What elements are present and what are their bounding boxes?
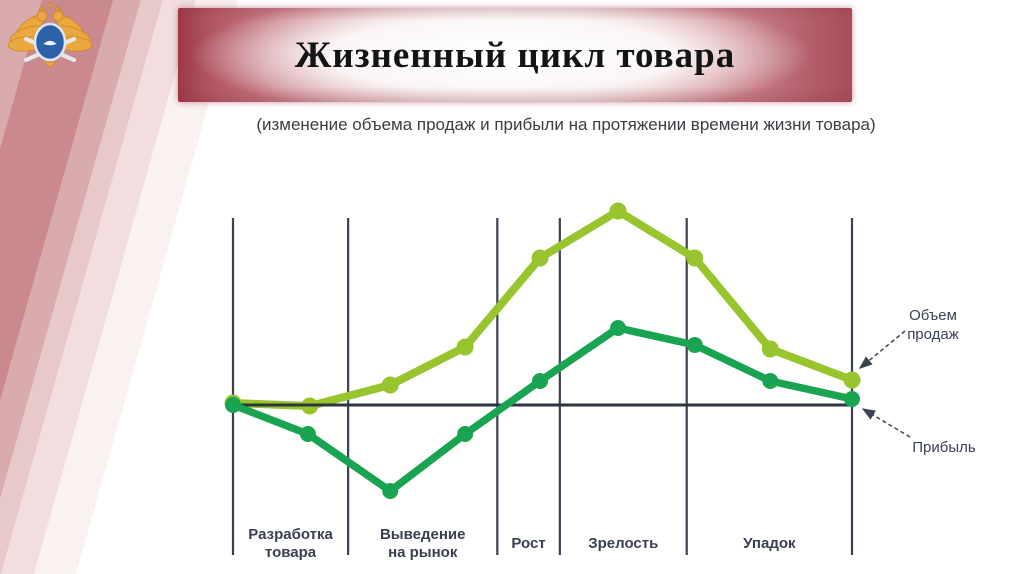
profit-point [457, 426, 474, 442]
profit-point [299, 426, 316, 442]
stripe-light [0, 0, 163, 574]
sales-volume-point [381, 376, 399, 394]
stripe-faint [34, 0, 238, 574]
phase-label-maturity: Зрелость [588, 535, 659, 552]
sales-volume-point [761, 340, 779, 358]
phase-label-growth: Рост [511, 535, 546, 552]
sales-volume-point [531, 249, 549, 267]
eagle-emblem-icon [8, 2, 92, 68]
phase-label-development: Разработка товара [248, 526, 333, 561]
sales-volume-arrow [858, 330, 906, 369]
page-title: Жизненный цикл товара [294, 34, 736, 76]
subtitle: (изменение объема продаж и прибыли на пр… [256, 115, 876, 134]
profit-point [762, 373, 779, 389]
legend-profit: Прибыль [912, 439, 976, 456]
sales-volume-point [686, 249, 704, 267]
profit-arrow [861, 408, 911, 438]
profit-point [610, 320, 627, 336]
stripe-lighter [1, 0, 196, 574]
phase-label-introduction: Выведение на рынок [379, 526, 466, 561]
profit-point [686, 337, 703, 353]
profit-line [229, 324, 856, 495]
sales-volume-point [843, 371, 861, 389]
title-banner: Жизненный цикл товара [178, 8, 852, 102]
sales-volume-point [609, 202, 627, 220]
stripe-dark-rose [0, 0, 113, 401]
legend-sales-volume: Объем продаж [907, 307, 959, 343]
phase-label-decline: Упадок [743, 535, 796, 552]
profit-point [225, 397, 241, 413]
profit-point [532, 373, 549, 389]
sales-volume-point [456, 338, 474, 356]
profit-point [382, 483, 399, 499]
profit-point [844, 391, 860, 407]
lifecycle-chart [224, 202, 911, 555]
